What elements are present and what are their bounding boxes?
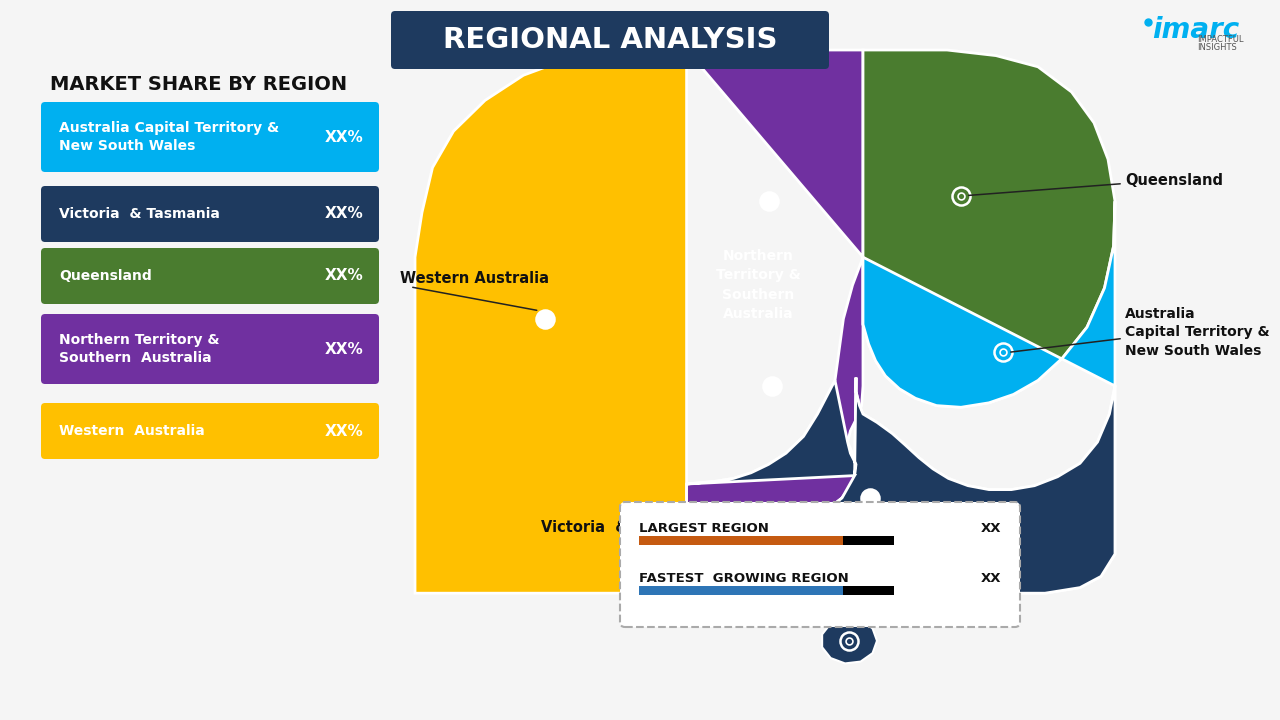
FancyBboxPatch shape xyxy=(41,248,379,304)
Polygon shape xyxy=(794,201,1115,593)
Text: Queensland: Queensland xyxy=(59,269,152,283)
Text: Western  Australia: Western Australia xyxy=(59,424,205,438)
FancyBboxPatch shape xyxy=(844,586,893,595)
Text: Australia Capital Territory &
New South Wales: Australia Capital Territory & New South … xyxy=(59,121,279,153)
Text: XX: XX xyxy=(980,572,1001,585)
Text: XX%: XX% xyxy=(324,341,364,356)
Text: FASTEST  GROWING REGION: FASTEST GROWING REGION xyxy=(639,572,849,585)
Text: XX%: XX% xyxy=(324,130,364,145)
FancyBboxPatch shape xyxy=(41,403,379,459)
Text: REGIONAL ANALYSIS: REGIONAL ANALYSIS xyxy=(443,26,777,54)
FancyBboxPatch shape xyxy=(390,11,829,69)
FancyBboxPatch shape xyxy=(639,536,844,545)
Polygon shape xyxy=(863,50,1115,408)
Text: Queensland: Queensland xyxy=(1125,173,1222,188)
Text: XX%: XX% xyxy=(324,269,364,284)
Text: XX%: XX% xyxy=(324,423,364,438)
Polygon shape xyxy=(415,50,686,593)
Text: Victoria  & Tasmania: Victoria & Tasmania xyxy=(541,521,710,536)
Polygon shape xyxy=(686,50,863,593)
Text: MARKET SHARE BY REGION: MARKET SHARE BY REGION xyxy=(50,76,347,94)
FancyBboxPatch shape xyxy=(41,186,379,242)
Text: XX%: XX% xyxy=(324,207,364,222)
Polygon shape xyxy=(822,618,877,663)
Text: Northern Territory &
Southern  Australia: Northern Territory & Southern Australia xyxy=(59,333,219,365)
FancyBboxPatch shape xyxy=(41,102,379,172)
FancyBboxPatch shape xyxy=(41,314,379,384)
Text: IMPACTFUL: IMPACTFUL xyxy=(1197,35,1243,45)
Text: Victoria  & Tasmania: Victoria & Tasmania xyxy=(59,207,220,221)
Text: XX: XX xyxy=(980,523,1001,536)
Text: Northern
Territory &
Southern
Australia: Northern Territory & Southern Australia xyxy=(716,249,800,321)
Text: INSIGHTS: INSIGHTS xyxy=(1197,43,1236,53)
Text: Australia
Capital Territory &
New South Wales: Australia Capital Territory & New South … xyxy=(1125,307,1270,358)
Text: imarc: imarc xyxy=(1152,16,1239,44)
Polygon shape xyxy=(686,377,1115,593)
FancyBboxPatch shape xyxy=(620,502,1020,627)
FancyBboxPatch shape xyxy=(844,536,893,545)
Text: LARGEST REGION: LARGEST REGION xyxy=(639,523,769,536)
Text: Western Australia: Western Australia xyxy=(399,271,549,287)
FancyBboxPatch shape xyxy=(639,586,844,595)
